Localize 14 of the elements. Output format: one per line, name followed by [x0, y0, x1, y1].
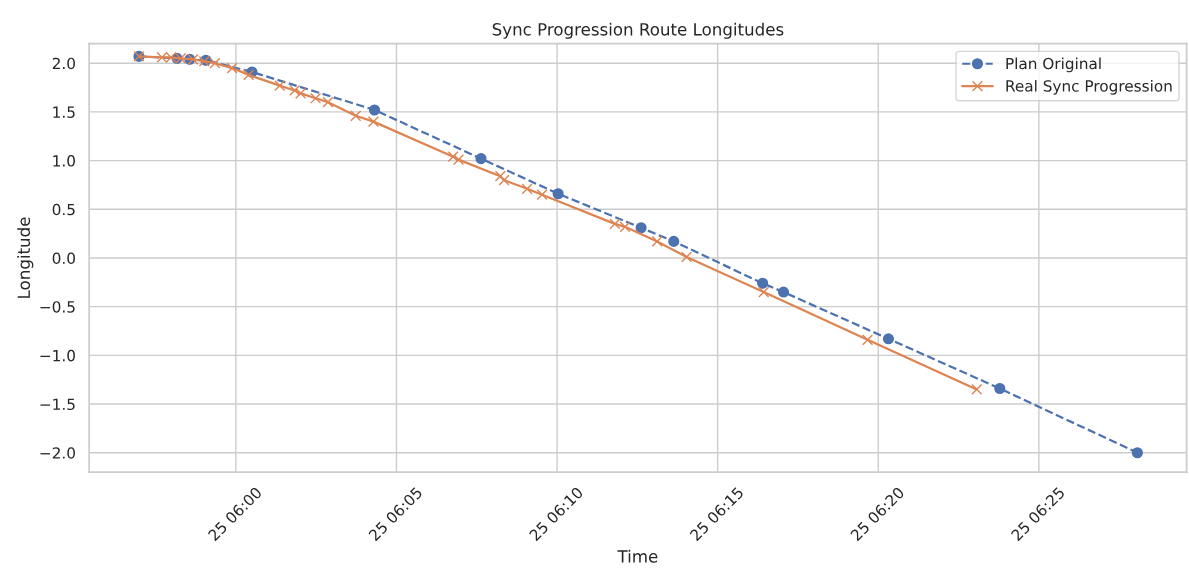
- y-tick-label: −0.5: [40, 301, 75, 313]
- chart-title: Sync Progression Route Longitudes: [492, 22, 784, 39]
- legend-label: Plan Original: [1006, 57, 1101, 73]
- y-tick-label: 1.0: [53, 155, 75, 167]
- y-tick-label: −1.5: [40, 398, 75, 411]
- y-tick-label: 1.5: [53, 106, 75, 118]
- y-tick-label: −2.0: [40, 447, 75, 459]
- y-tick-label: −1.0: [40, 349, 75, 362]
- legend-label: Real Sync Progression: [1006, 79, 1172, 95]
- y-axis-title: Longitude: [17, 217, 34, 298]
- x-axis-title: Time: [617, 549, 658, 563]
- y-tick-label: 0.0: [52, 252, 75, 264]
- y-tick-label: 2.0: [52, 57, 75, 70]
- y-tick-label: 0.5: [52, 203, 75, 216]
